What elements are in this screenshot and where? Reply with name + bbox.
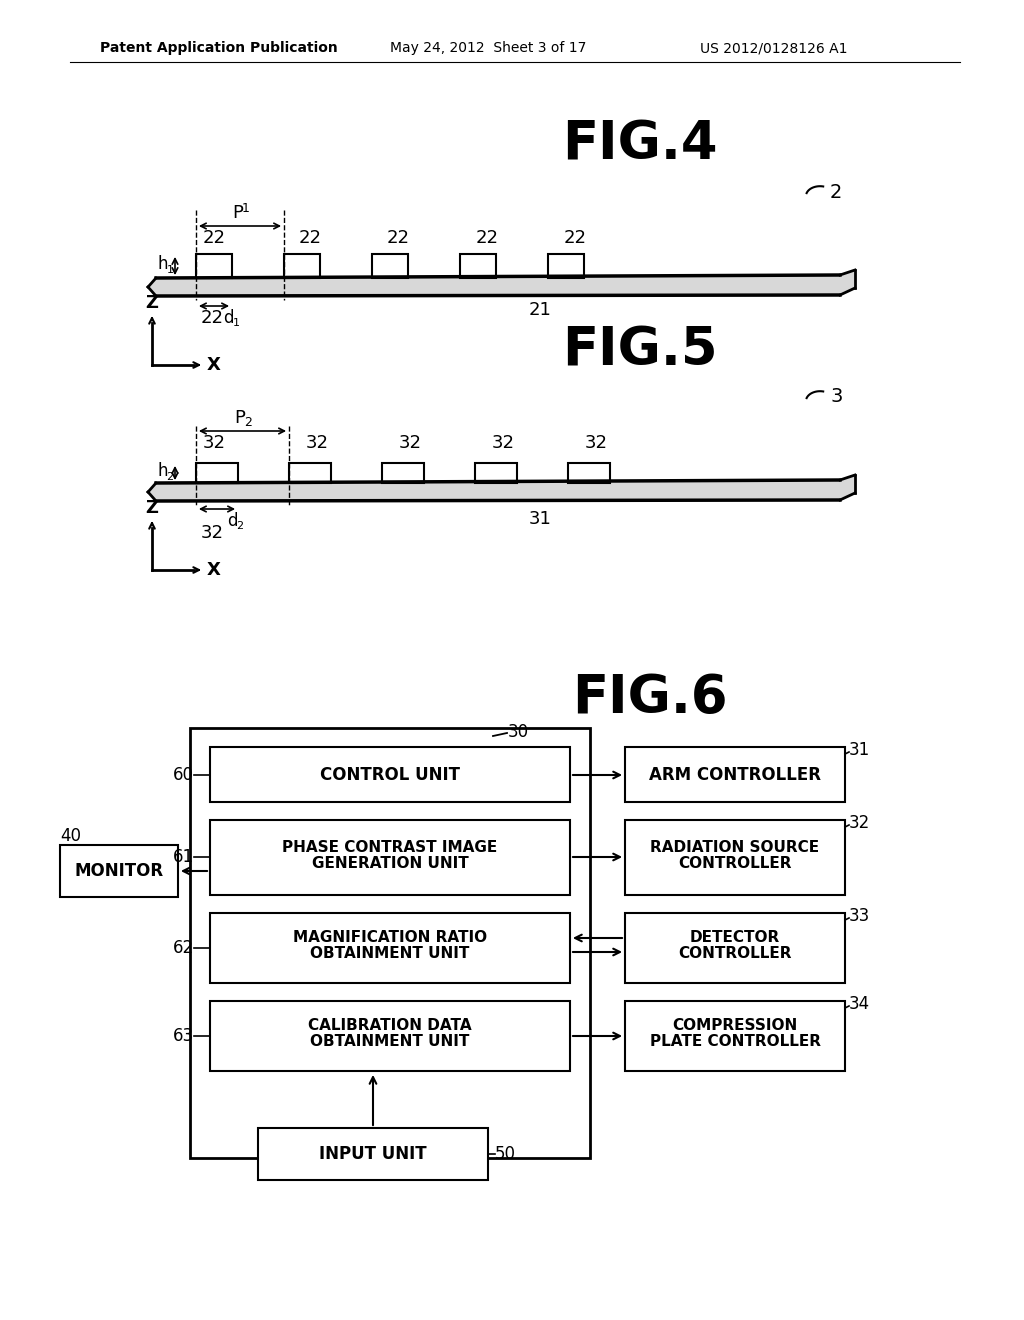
Text: CONTROLLER: CONTROLLER [678, 857, 792, 871]
Text: FIG.5: FIG.5 [562, 323, 718, 376]
Text: DETECTOR: DETECTOR [690, 931, 780, 945]
Text: 2: 2 [830, 182, 843, 202]
Text: 34: 34 [849, 995, 870, 1012]
Text: Z: Z [145, 294, 159, 312]
Text: Z: Z [145, 499, 159, 517]
Text: 60: 60 [173, 766, 194, 784]
Text: 22: 22 [203, 228, 225, 247]
Text: CALIBRATION DATA: CALIBRATION DATA [308, 1019, 472, 1034]
Text: 32: 32 [305, 434, 329, 451]
Text: US 2012/0128126 A1: US 2012/0128126 A1 [700, 41, 848, 55]
Bar [372, 253, 408, 279]
Text: 62: 62 [173, 939, 194, 957]
Bar [460, 253, 496, 279]
Text: 22: 22 [201, 309, 223, 327]
Bar [210, 913, 570, 983]
Text: h: h [158, 462, 168, 480]
Text: 2: 2 [244, 416, 252, 429]
Text: 1: 1 [167, 265, 173, 275]
Text: FIG.6: FIG.6 [572, 672, 728, 723]
Text: d: d [226, 512, 238, 531]
Text: 30: 30 [508, 723, 529, 741]
Text: 21: 21 [528, 301, 552, 319]
Text: 31: 31 [528, 510, 552, 528]
Text: P: P [234, 409, 246, 426]
Text: 32: 32 [203, 434, 225, 451]
Text: 22: 22 [475, 228, 499, 247]
Bar [625, 820, 845, 895]
Text: 32: 32 [201, 524, 223, 543]
Text: 32: 32 [492, 434, 514, 451]
Polygon shape [148, 271, 855, 296]
Bar [382, 463, 424, 483]
Text: MAGNIFICATION RATIO: MAGNIFICATION RATIO [293, 931, 487, 945]
Text: PHASE CONTRAST IMAGE: PHASE CONTRAST IMAGE [283, 840, 498, 854]
Text: 1: 1 [232, 318, 240, 327]
Text: Patent Application Publication: Patent Application Publication [100, 41, 338, 55]
Text: OBTAINMENT UNIT: OBTAINMENT UNIT [310, 946, 470, 961]
Text: 2: 2 [167, 473, 173, 482]
Bar [289, 463, 331, 483]
Text: 1: 1 [242, 202, 250, 215]
Text: 22: 22 [386, 228, 410, 247]
Text: P: P [232, 205, 244, 222]
Bar [210, 1001, 570, 1071]
Bar [60, 845, 178, 898]
Text: 22: 22 [299, 228, 322, 247]
Bar [210, 747, 570, 803]
Text: OBTAINMENT UNIT: OBTAINMENT UNIT [310, 1035, 470, 1049]
Text: 2: 2 [237, 521, 244, 531]
Text: X: X [207, 356, 221, 374]
Text: RADIATION SOURCE: RADIATION SOURCE [650, 840, 819, 854]
Bar [196, 463, 238, 483]
Bar [568, 463, 610, 483]
Text: 3: 3 [830, 388, 843, 407]
Bar [625, 747, 845, 803]
Text: 33: 33 [849, 907, 870, 925]
Text: 40: 40 [60, 828, 81, 845]
Bar [284, 253, 319, 279]
Text: FIG.4: FIG.4 [562, 119, 718, 172]
Text: GENERATION UNIT: GENERATION UNIT [311, 857, 468, 871]
Bar [210, 820, 570, 895]
Text: 32: 32 [398, 434, 422, 451]
Text: CONTROL UNIT: CONTROL UNIT [319, 766, 460, 784]
Text: CONTROLLER: CONTROLLER [678, 946, 792, 961]
Bar [196, 253, 232, 279]
Polygon shape [148, 475, 855, 502]
Text: d: d [223, 309, 233, 327]
Text: X: X [207, 561, 221, 579]
Text: May 24, 2012  Sheet 3 of 17: May 24, 2012 Sheet 3 of 17 [390, 41, 587, 55]
Bar [258, 1129, 488, 1180]
Bar [625, 1001, 845, 1071]
Text: 63: 63 [173, 1027, 194, 1045]
Text: MONITOR: MONITOR [75, 862, 164, 880]
Text: 50: 50 [495, 1144, 516, 1163]
Text: 32: 32 [849, 814, 870, 832]
Text: h: h [158, 255, 168, 273]
Bar [548, 253, 584, 279]
Text: INPUT UNIT: INPUT UNIT [319, 1144, 427, 1163]
Text: 31: 31 [849, 741, 870, 759]
Bar [190, 729, 590, 1158]
Bar [475, 463, 517, 483]
Text: COMPRESSION: COMPRESSION [673, 1019, 798, 1034]
Text: PLATE CONTROLLER: PLATE CONTROLLER [649, 1035, 820, 1049]
Text: 32: 32 [585, 434, 607, 451]
Bar [625, 913, 845, 983]
Text: 61: 61 [173, 847, 194, 866]
Text: ARM CONTROLLER: ARM CONTROLLER [649, 766, 821, 784]
Text: 22: 22 [563, 228, 587, 247]
